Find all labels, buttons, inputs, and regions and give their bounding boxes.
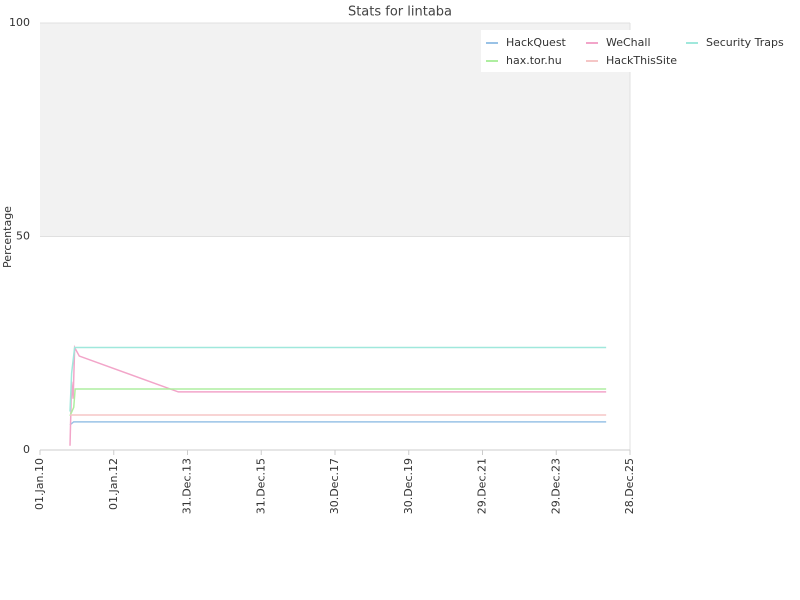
legend-label: WeChall [606,36,651,49]
legend-label: HackThisSite [606,54,677,67]
legend-label: hax.tor.hu [506,54,562,67]
y-axis-label: Percentage [1,206,14,268]
legend-box [481,30,791,72]
legend-label: HackQuest [506,36,567,49]
y-tick-label: 100 [9,16,30,29]
x-tick-label: 30.Dec.17 [328,458,341,514]
x-tick-label: 28.Dec.25 [623,458,636,514]
y-tick-label: 0 [23,443,30,456]
x-tick-label: 01.Jan.12 [107,458,120,510]
series-line [69,388,607,417]
x-tick-label: 01.Jan.10 [33,458,46,510]
series-line [69,346,607,412]
chart-title: Stats for lintaba [348,5,452,20]
x-tick-label: 29.Dec.23 [549,458,562,514]
x-tick-label: 31.Dec.13 [181,458,194,514]
x-tick-label: 30.Dec.19 [402,458,415,514]
y-tick-label: 50 [16,230,30,243]
x-tick-label: 29.Dec.21 [476,458,489,514]
series-line [69,421,607,426]
series-line [69,344,607,446]
x-tick-label: 31.Dec.15 [254,458,267,514]
legend-label: Security Traps [706,36,784,49]
